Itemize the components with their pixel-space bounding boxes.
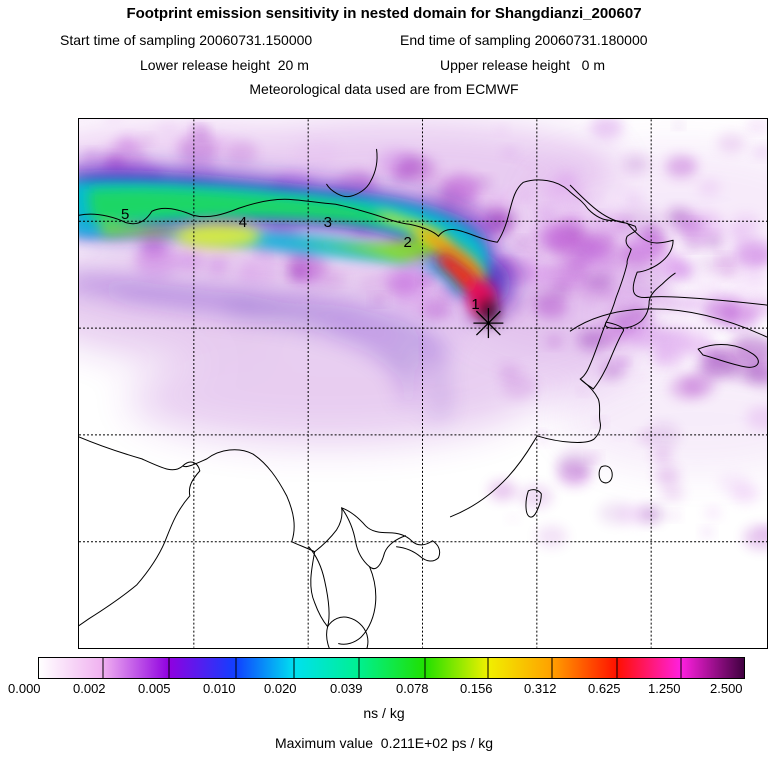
svg-text:3: 3 (324, 214, 332, 231)
svg-text:5: 5 (121, 206, 129, 223)
svg-text:4: 4 (239, 214, 247, 231)
svg-text:2: 2 (404, 234, 412, 251)
svg-text:1: 1 (471, 296, 479, 313)
